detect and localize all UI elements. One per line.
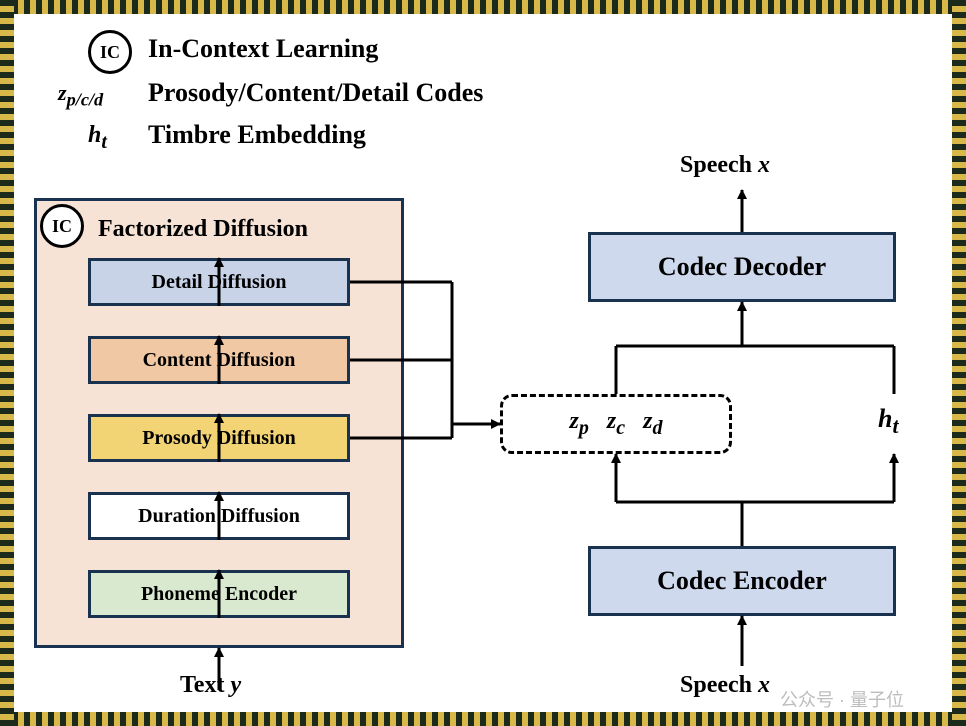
border-right [952,0,966,726]
legend-z-label: Prosody/Content/Detail Codes [148,78,483,108]
border-top [0,0,966,14]
speech-top-label: Speech x [680,152,770,179]
factorized-ic-badge-text: IC [52,216,72,237]
legend-ic-badge: IC [88,30,132,74]
legend-z-symbol: zp/c/d [58,80,103,110]
codes-box: zp zc zd [500,394,732,454]
factorized-ic-badge: IC [40,204,84,248]
codec-decoder: Codec Decoder [588,232,896,302]
factorized-title: Factorized Diffusion [98,216,308,243]
detail-block: Detail Diffusion [88,258,350,306]
watermark: 公众号 · 量子位 [780,686,904,712]
speech-bottom-label: Speech x [680,672,770,699]
duration-block: Duration Diffusion [88,492,350,540]
codes-box-labels: zp zc zd [570,408,663,440]
border-bottom [0,712,966,726]
border-left [0,0,14,726]
legend-h-label: Timbre Embedding [148,120,366,150]
phoneme-block: Phoneme Encoder [88,570,350,618]
ht-label: ht [878,404,899,439]
content-block: Content Diffusion [88,336,350,384]
prosody-block: Prosody Diffusion [88,414,350,462]
codec-decoder-label: Codec Decoder [658,252,826,282]
legend-h-symbol: ht [88,122,107,154]
legend-ic-badge-text: IC [100,42,120,63]
codec-encoder-label: Codec Encoder [657,566,827,596]
text-y-label: Text y [180,672,241,699]
codec-encoder: Codec Encoder [588,546,896,616]
legend-ic-label: In-Context Learning [148,34,378,64]
